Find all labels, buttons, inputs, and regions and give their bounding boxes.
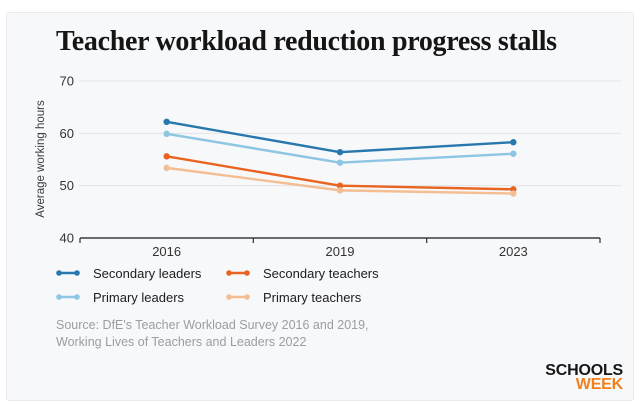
- data-point: [510, 139, 517, 146]
- source-line-2: Working Lives of Teachers and Leaders 20…: [56, 335, 307, 349]
- x-tick-label-2019: 2019: [326, 244, 355, 259]
- source-line-1: Source: DfE's Teacher Workload Survey 20…: [56, 318, 369, 332]
- legend-line-swatch-icon: [56, 270, 80, 276]
- chart-title: Teacher workload reduction progress stal…: [56, 26, 557, 57]
- source-text: Source: DfE's Teacher Workload Survey 20…: [56, 317, 369, 351]
- data-point: [510, 190, 517, 197]
- data-point: [336, 159, 344, 166]
- legend-label: Secondary leaders: [93, 265, 202, 281]
- logo-schools-text: SCHOOLS: [545, 362, 623, 379]
- x-tick-label-2023: 2023: [499, 244, 528, 259]
- legend-line-swatch-icon: [56, 294, 80, 300]
- legend-label: Secondary teachers: [263, 265, 379, 281]
- data-point: [336, 148, 344, 156]
- data-point: [336, 187, 344, 194]
- legend-item-primary-teachers: Primary teachers: [225, 289, 379, 305]
- legend-item-secondary-leaders: Secondary leaders: [55, 265, 225, 281]
- line-chart-plot-area: 40 50 60 70 2016 2019 2023 Average working hour…: [35, 74, 621, 259]
- data-point: [510, 150, 517, 157]
- legend-label: Primary teachers: [263, 289, 362, 305]
- data-point: [163, 164, 170, 172]
- chart-card: Teacher workload reduction progress stal…: [6, 12, 634, 401]
- y-tick-label-70: 70: [60, 74, 74, 89]
- legend-line-swatch-icon: [226, 294, 250, 300]
- series-line-0: [165, 120, 515, 154]
- legend-label: Primary leaders: [93, 289, 185, 305]
- data-point: [163, 153, 170, 160]
- x-tick-label-2016: 2016: [152, 244, 181, 259]
- data-point: [163, 130, 170, 138]
- data-point: [336, 182, 344, 189]
- y-tick-label-50: 50: [60, 178, 74, 193]
- y-tick-label-40: 40: [60, 231, 74, 246]
- logo-week-text: WEEK: [575, 376, 623, 393]
- chart-legend: Secondary leaders Secondary teachers Prima…: [55, 265, 379, 305]
- legend-item-secondary-teachers: Secondary teachers: [225, 265, 379, 281]
- data-point: [163, 118, 170, 126]
- series-line-1: [165, 132, 515, 164]
- schoolsweek-logo: SCHOOLS WEEK: [545, 362, 623, 393]
- y-axis-label: Average working hours: [35, 100, 47, 218]
- y-tick-label-60: 60: [60, 126, 74, 141]
- legend-item-primary-leaders: Primary leaders: [55, 289, 225, 305]
- legend-line-swatch-icon: [226, 270, 250, 276]
